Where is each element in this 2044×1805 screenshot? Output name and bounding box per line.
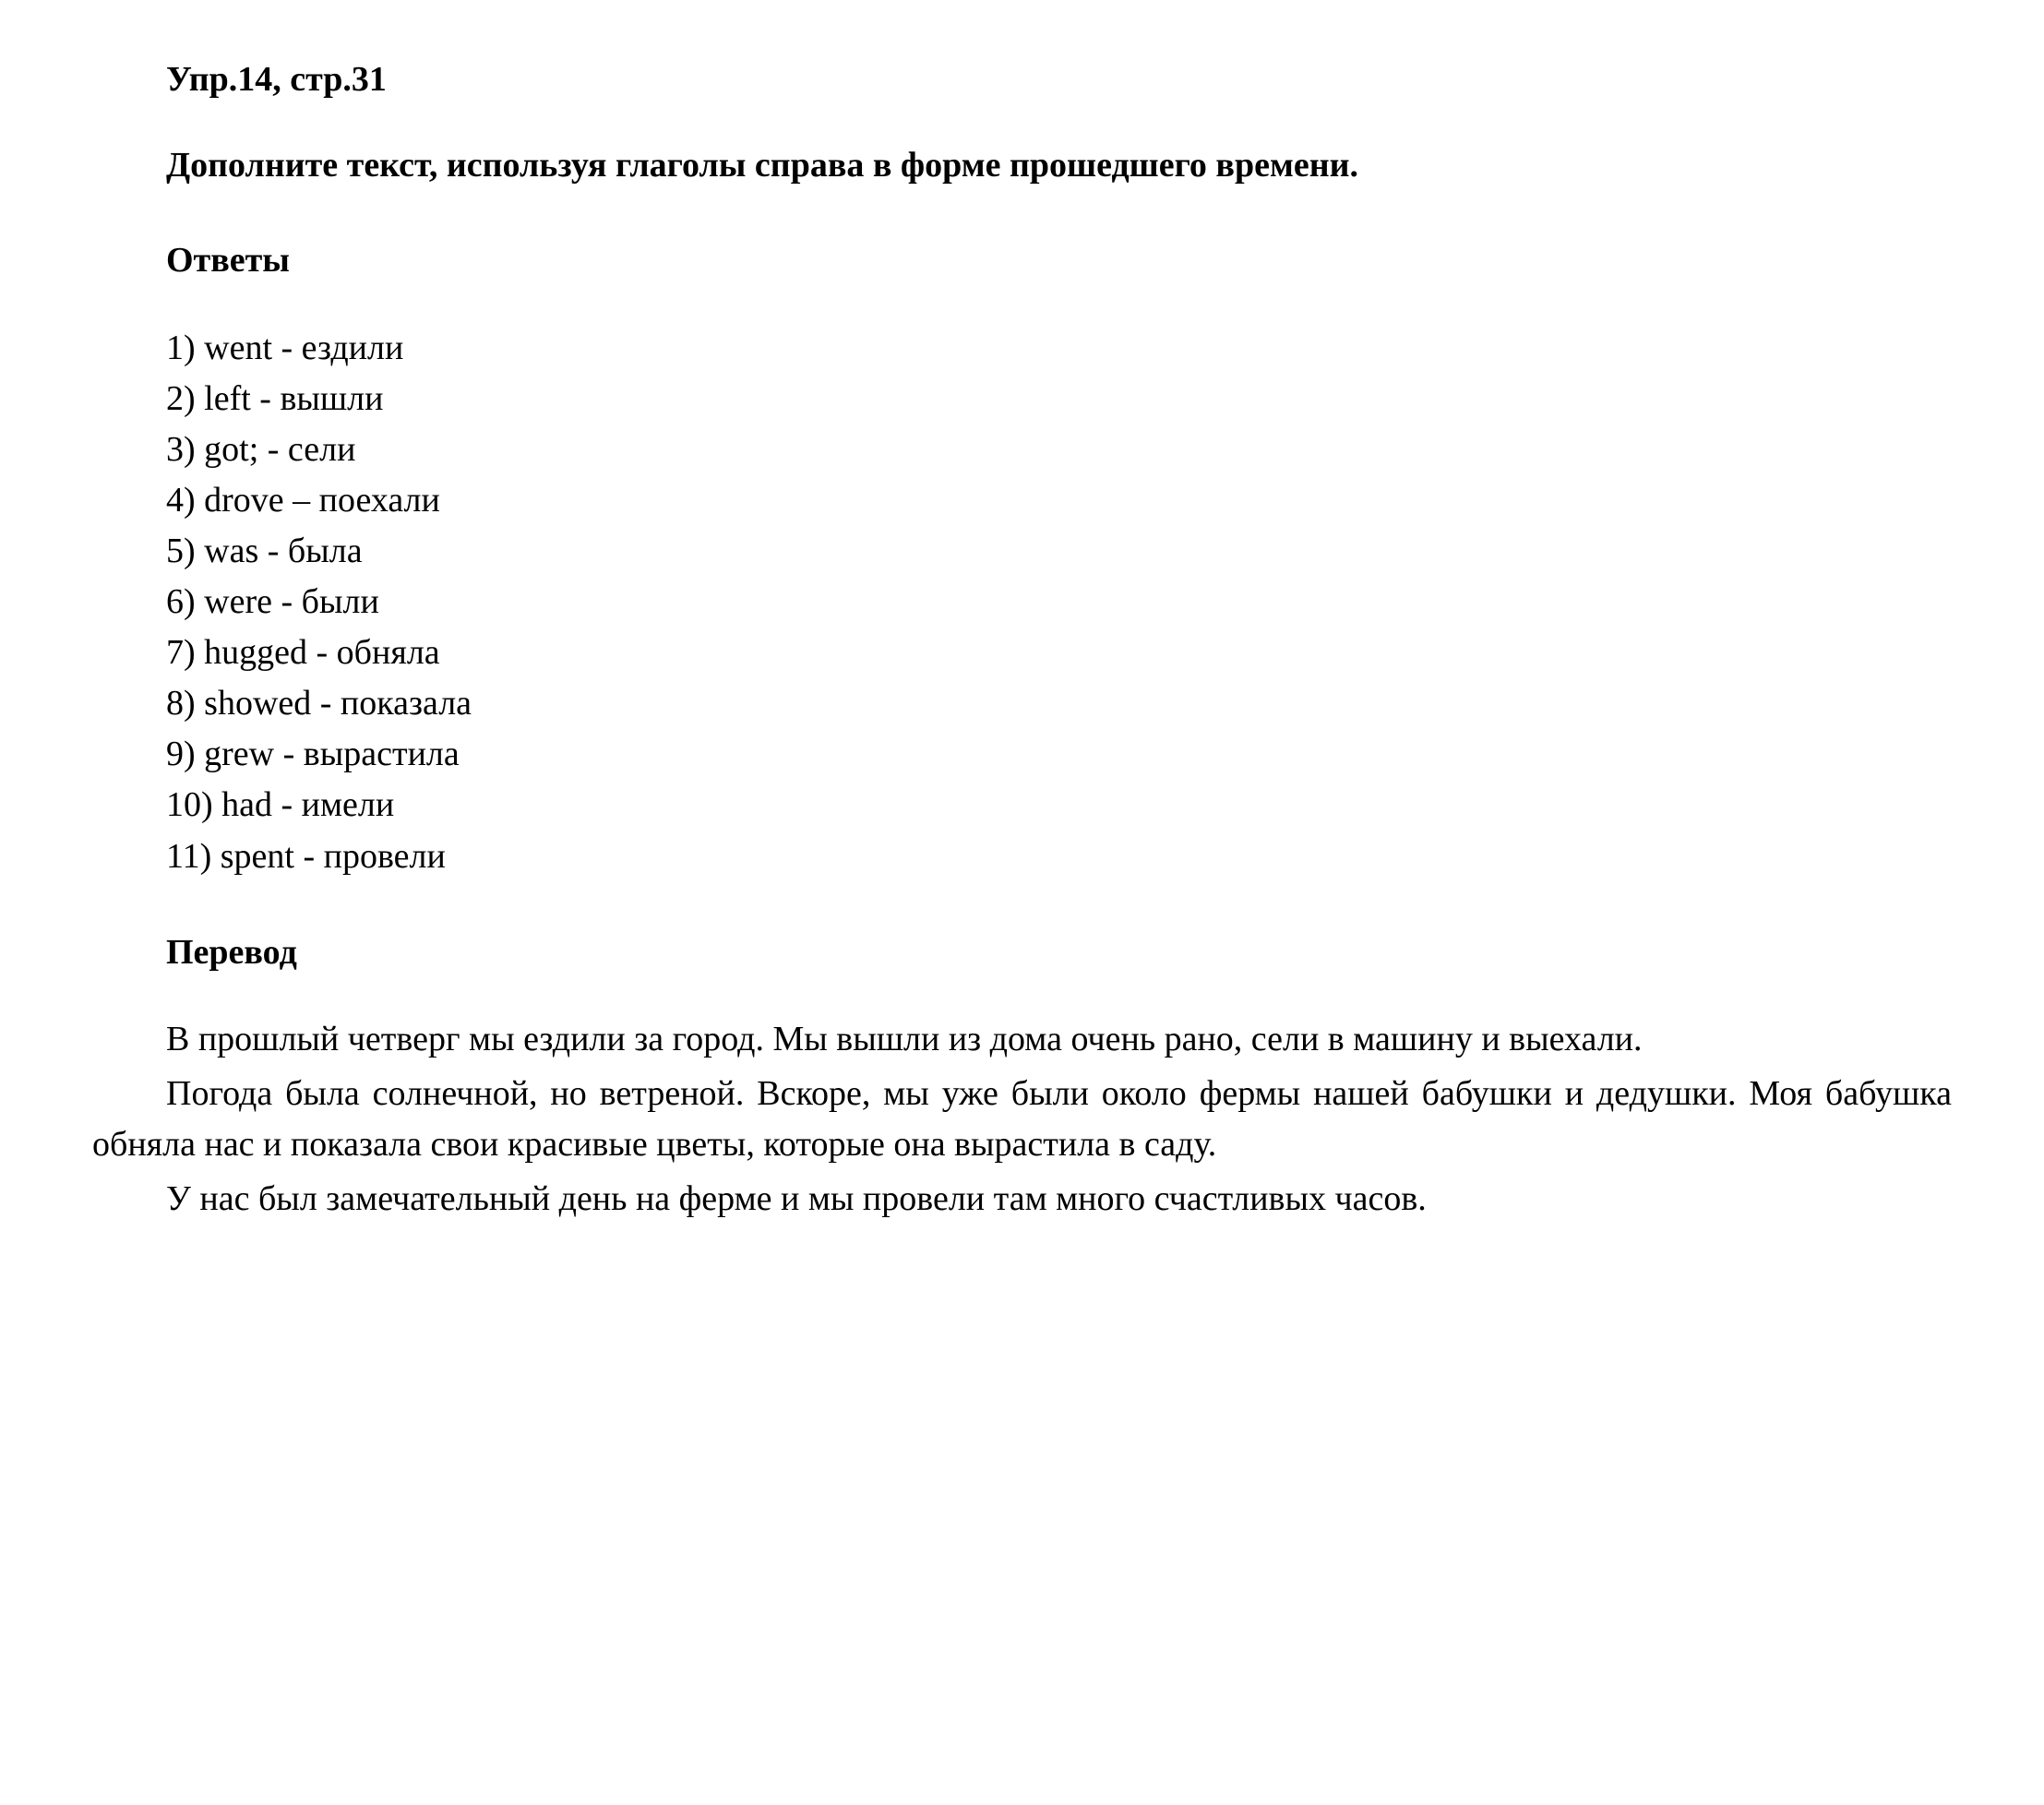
answer-item: 2) left - вышли [166, 374, 1952, 424]
translation-paragraph: Погода была солнечной, но ветреной. Вско… [92, 1069, 1952, 1170]
answer-item: 9) grew - вырастила [166, 729, 1952, 780]
answer-item: 11) spent - провели [166, 831, 1952, 882]
answers-list: 1) went - ездили 2) left - вышли 3) got;… [166, 323, 1952, 882]
answer-item: 5) was - была [166, 526, 1952, 577]
answer-item: 4) drove – поехали [166, 475, 1952, 526]
answer-item: 1) went - ездили [166, 323, 1952, 374]
page-heading: Упр.14, стр.31 [92, 55, 1952, 104]
translation-paragraph: У нас был замечательный день на ферме и … [92, 1174, 1952, 1225]
instruction-text: Дополните текст, используя глаголы справ… [92, 141, 1952, 190]
answer-item: 7) hugged - обняла [166, 628, 1952, 678]
translation-title: Перевод [92, 928, 1952, 977]
answer-item: 6) were - были [166, 577, 1952, 628]
translation-paragraph: В прошлый четверг мы ездили за город. Мы… [92, 1014, 1952, 1065]
answer-item: 8) showed - показала [166, 678, 1952, 729]
answer-item: 10) had - имели [166, 780, 1952, 831]
answer-item: 3) got; - сели [166, 424, 1952, 475]
answers-title: Ответы [92, 236, 1952, 285]
